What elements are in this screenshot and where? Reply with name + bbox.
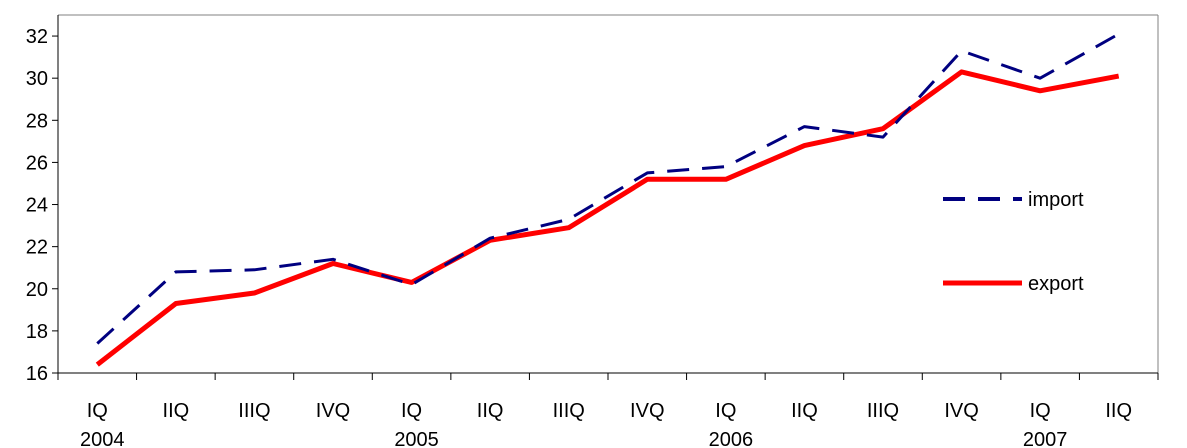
x-tick-label: IQ (87, 400, 108, 422)
year-label: 2004 (80, 429, 125, 448)
y-axis-ticks: 16 18 20 22 24 26 28 30 32 (26, 26, 58, 385)
x-tick-label: IVQ (316, 400, 350, 422)
legend-import-label: import (1028, 189, 1084, 211)
y-tick-label: 16 (26, 363, 48, 385)
x-tick-label: IIQ (1105, 400, 1132, 422)
plot-area (57, 14, 1159, 374)
x-tick-label: IVQ (944, 400, 978, 422)
x-axis-ticks: IQ IIQ IIIQ IVQ IQ IIQ IIIQ IVQ IQ IIQ IIIQ IVQ IQ II… (57, 373, 1159, 448)
legend: import export (943, 189, 1084, 295)
y-tick-label: 18 (26, 321, 48, 343)
y-tick-label: 32 (26, 26, 48, 48)
x-tick-label: IQ (715, 400, 736, 422)
x-tick-label: IQ (1030, 400, 1051, 422)
series-export-line (95, 69, 1120, 367)
y-tick-label: 24 (26, 195, 48, 217)
year-label: 2005 (394, 429, 439, 448)
y-tick-label: 30 (26, 68, 48, 90)
x-tick-label: IIIQ (553, 400, 585, 422)
y-tick-label: 22 (26, 237, 48, 259)
year-label: 2007 (1023, 429, 1068, 448)
y-tick-label: 26 (26, 152, 48, 174)
y-tick-label: 28 (26, 110, 48, 132)
series-import-line (96, 32, 1120, 345)
series-lines (95, 32, 1120, 367)
x-tick-label: IIQ (791, 400, 818, 422)
y-tick-label: 20 (26, 279, 48, 301)
x-tick-label: IIQ (477, 400, 504, 422)
x-tick-label: IQ (401, 400, 422, 422)
x-tick-label: IIQ (163, 400, 190, 422)
year-label: 2006 (709, 429, 754, 448)
x-tick-label: IVQ (630, 400, 664, 422)
x-tick-label: IIIQ (867, 400, 899, 422)
legend-export-label: export (1028, 273, 1084, 295)
x-tick-label: IIIQ (238, 400, 270, 422)
